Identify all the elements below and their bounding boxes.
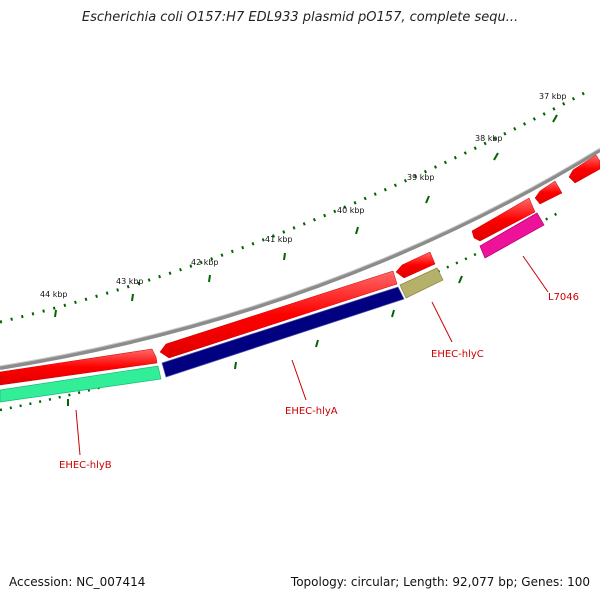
ruler-major-tick xyxy=(552,114,558,123)
genome-stats-text: Topology: circular; Length: 92,077 bp; G… xyxy=(290,575,590,589)
cds-arrow[interactable] xyxy=(534,180,563,205)
tick-label-39kbp: 39 kbp xyxy=(407,173,435,182)
tick-label-38kbp: 38 kbp xyxy=(475,134,503,143)
forward-cds-track xyxy=(0,154,600,386)
ruler-major-tick xyxy=(493,152,499,161)
plasmid-backbone-highlight xyxy=(0,147,600,367)
gene-bar[interactable] xyxy=(399,267,444,299)
inner-major-tick xyxy=(458,275,463,284)
ruler-major-tick xyxy=(425,195,430,204)
gene-bar[interactable] xyxy=(479,212,545,259)
plasmid-backbone xyxy=(0,148,600,370)
gene-L7046[interactable]: L7046 xyxy=(479,212,579,303)
cds-arrow[interactable] xyxy=(0,348,158,386)
gene-label-EHEC-hlyA: EHEC-hlyA xyxy=(285,406,338,417)
gene-bar[interactable] xyxy=(161,286,405,378)
gene-bar[interactable] xyxy=(0,365,162,403)
gene-label-L7046: L7046 xyxy=(548,292,579,303)
inner-major-tick xyxy=(391,309,395,318)
gene-EHEC-hlyA[interactable]: EHEC-hlyA xyxy=(161,286,405,417)
cds-arrow[interactable] xyxy=(159,270,398,359)
ruler-major-tick xyxy=(355,226,359,235)
ruler-major-tick xyxy=(283,252,286,261)
tick-label-42kbp: 42 kbp xyxy=(191,258,219,267)
gene-label-EHEC-hlyC: EHEC-hlyC xyxy=(431,349,484,360)
cds-arrow[interactable] xyxy=(471,197,536,242)
gene-EHEC-hlyB[interactable]: EHEC-hlyB xyxy=(0,365,162,471)
ruler-major-tick xyxy=(208,274,211,283)
gene-leader-line xyxy=(291,359,307,401)
gene-leader-line xyxy=(522,255,549,293)
tick-label-40kbp: 40 kbp xyxy=(337,206,365,215)
cds-arrow[interactable] xyxy=(568,154,600,184)
accession-text: Accession: NC_007414 xyxy=(9,575,146,589)
gene-label-EHEC-hlyB: EHEC-hlyB xyxy=(59,460,112,471)
cds-arrow[interactable] xyxy=(395,251,436,279)
tick-label-41kbp: 41 kbp xyxy=(265,235,293,244)
tick-ruler: 37 kbp 38 kbp 39 kbp 40 kbp 41 kbp 42 kb… xyxy=(0,88,591,324)
inner-major-tick xyxy=(315,339,319,348)
ruler-major-tick xyxy=(131,293,134,302)
gene-leader-line xyxy=(431,301,453,343)
inner-major-tick xyxy=(234,361,237,370)
tick-label-43kbp: 43 kbp xyxy=(116,277,144,286)
map-title: Escherichia coli O157:H7 EDL933 plasmid … xyxy=(81,10,519,25)
tick-label-37kbp: 37 kbp xyxy=(539,92,567,101)
ruler-major-tick xyxy=(54,309,57,318)
tick-label-44kbp: 44 kbp xyxy=(40,290,68,299)
gene-leader-line xyxy=(75,409,81,456)
gene-EHEC-hlyC[interactable]: EHEC-hlyC xyxy=(399,267,484,360)
